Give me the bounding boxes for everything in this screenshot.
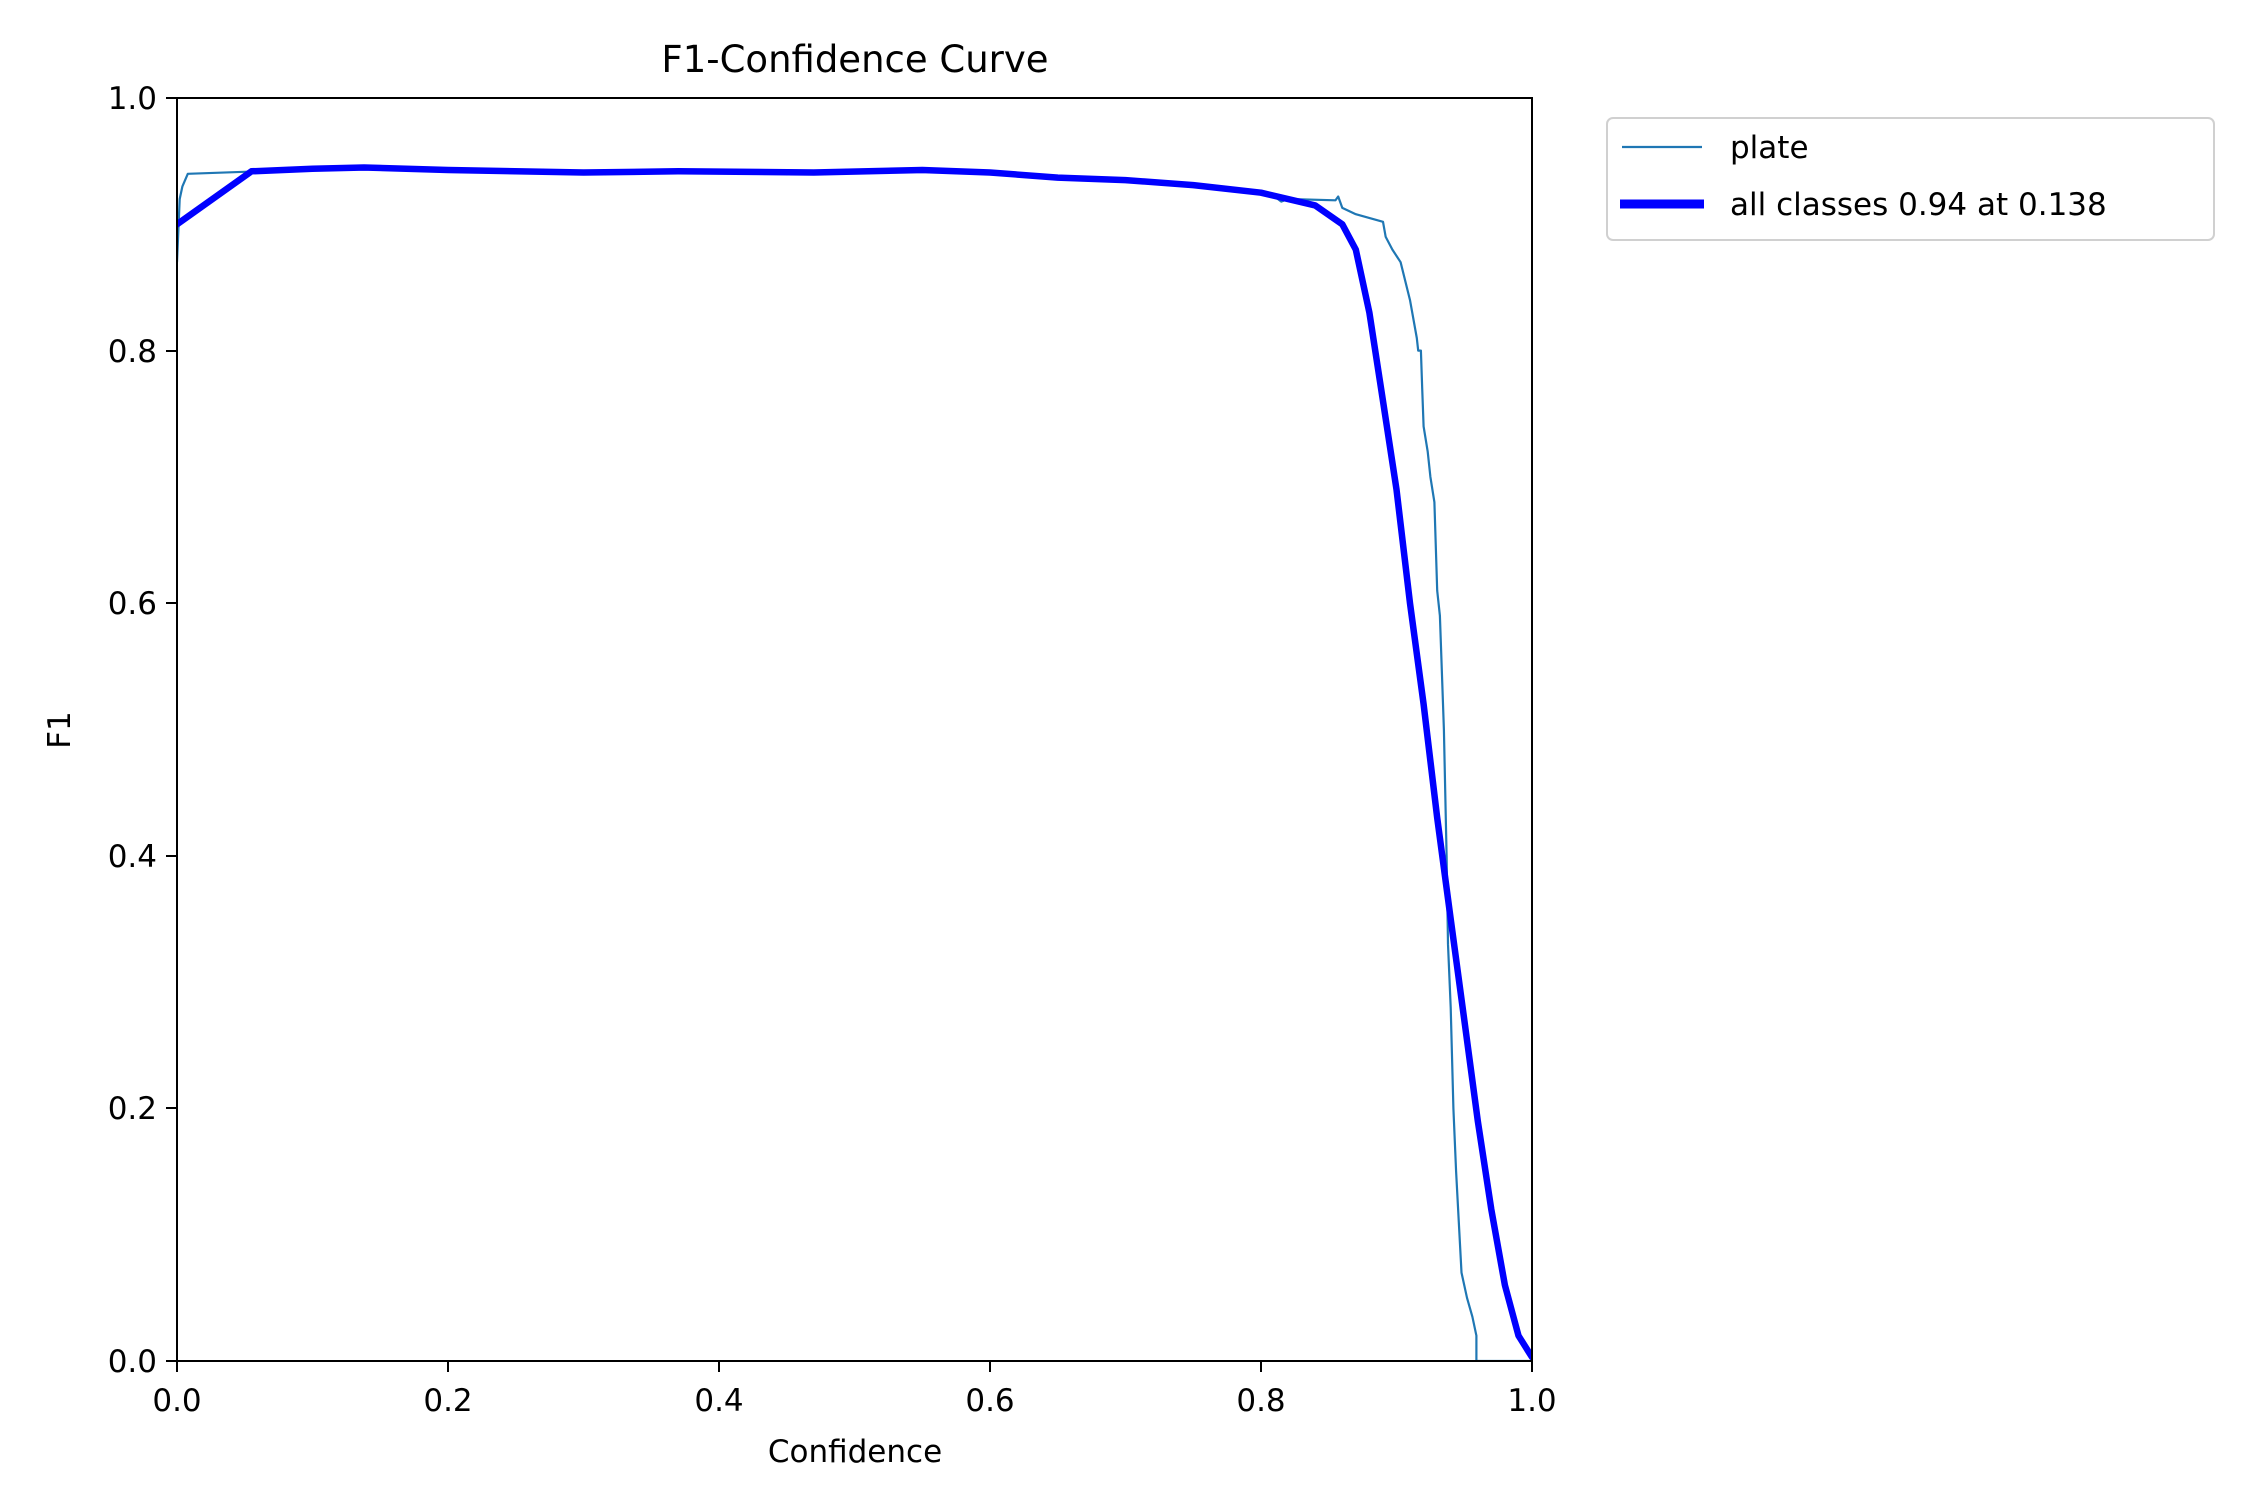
x-tick: 1.0: [1507, 1361, 1557, 1419]
x-tick: 0.4: [694, 1361, 744, 1419]
y-axis-ticks: 0.0 0.2 0.4 0.6 0.8 1.0: [108, 81, 177, 1380]
x-tick: 0.0: [152, 1361, 202, 1419]
x-tick-label: 0.8: [1236, 1383, 1285, 1419]
y-tick: 1.0: [108, 81, 177, 117]
axes-frame: [176, 97, 1533, 1362]
legend: plate all classes 0.94 at 0.138: [1606, 117, 2215, 241]
x-tick: 0.8: [1236, 1361, 1286, 1419]
y-tick-label: 0.0: [108, 1344, 157, 1380]
y-tick: 0.0: [108, 1344, 177, 1380]
legend-box: [1606, 117, 2215, 241]
x-tick-label: 1.0: [1507, 1383, 1556, 1419]
y-tick: 0.8: [108, 334, 177, 370]
legend-item-plate: plate: [1622, 130, 1809, 166]
y-tick: 0.4: [108, 839, 177, 875]
legend-item-all-classes: all classes 0.94 at 0.138: [1620, 187, 2107, 223]
legend-label: all classes 0.94 at 0.138: [1730, 187, 2107, 223]
plot-area: [176, 97, 1533, 1362]
x-tick: 0.6: [965, 1361, 1015, 1419]
x-tick: 0.2: [423, 1361, 473, 1419]
x-axis-ticks: 0.0 0.2 0.4 0.6 0.8 1.0: [152, 1361, 1557, 1419]
chart-title: F1-Confidence Curve: [661, 38, 1048, 81]
y-tick-label: 0.6: [108, 586, 157, 622]
x-tick-label: 0.4: [694, 1383, 743, 1419]
y-tick-label: 1.0: [108, 81, 157, 117]
y-tick: 0.2: [108, 1091, 177, 1127]
x-tick-label: 0.0: [152, 1383, 201, 1419]
y-tick-label: 0.2: [108, 1091, 157, 1127]
y-tick-label: 0.8: [108, 334, 157, 370]
series-line-all-classes: [177, 164, 1532, 1361]
x-tick-label: 0.6: [965, 1383, 1014, 1419]
x-axis-label: Confidence: [768, 1434, 942, 1470]
y-axis-label: F1: [42, 711, 78, 749]
y-tick: 0.6: [108, 586, 177, 622]
y-tick-label: 0.4: [108, 839, 157, 875]
legend-label: plate: [1730, 130, 1809, 166]
x-tick-label: 0.2: [423, 1383, 472, 1419]
